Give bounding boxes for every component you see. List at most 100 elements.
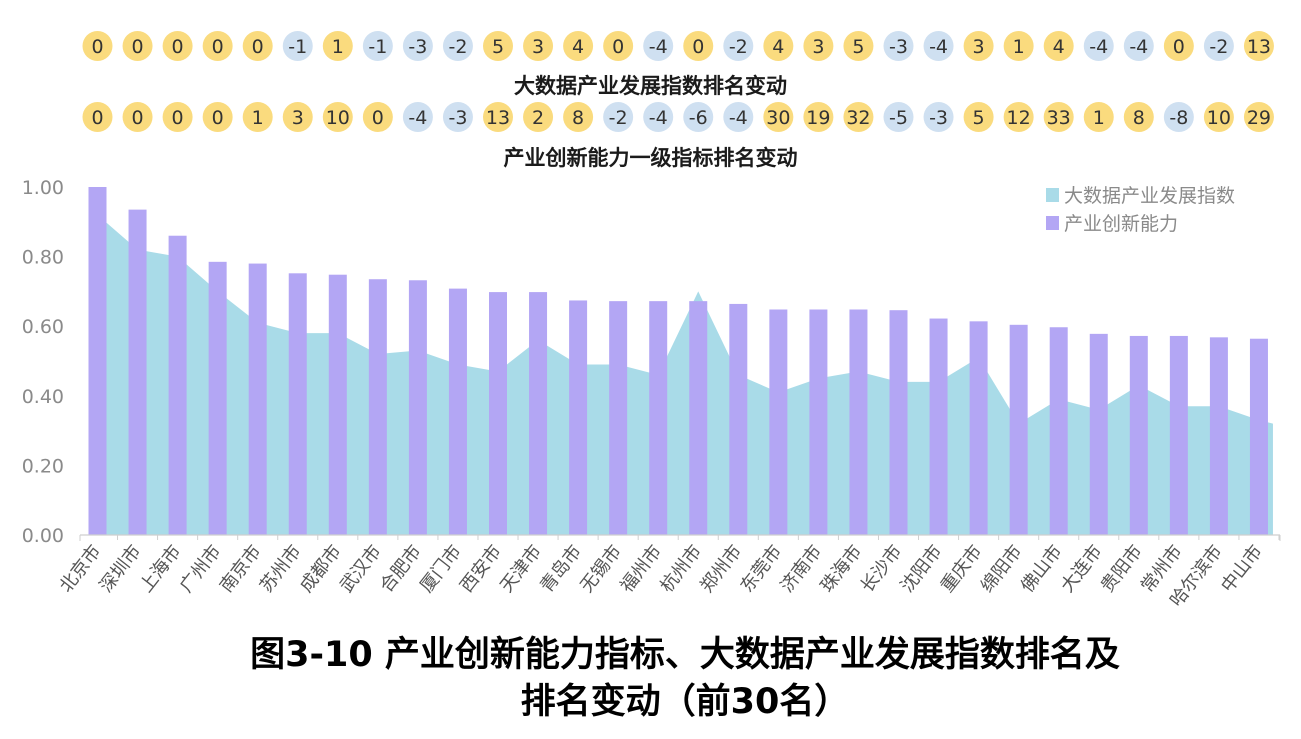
- bar-23: [969, 321, 988, 535]
- bar-20: [849, 309, 868, 535]
- rank-change-badge: [362, 102, 393, 132]
- rank-change-badge: [82, 31, 113, 61]
- bar-8: [368, 279, 387, 535]
- rank-change-badge: [603, 102, 634, 132]
- x-category-label: 珠海市: [817, 541, 867, 596]
- rank-change-value: 0: [252, 36, 264, 58]
- rank-change-value: 4: [772, 36, 784, 58]
- rank-change-badge: [1163, 102, 1194, 132]
- bar-11: [489, 292, 507, 535]
- y-tick-label: 0.80: [22, 247, 64, 269]
- rank-change-row-1-title: 大数据产业发展指数排名变动: [514, 74, 787, 98]
- bar-9: [408, 280, 427, 535]
- x-category-label: 沈阳市: [897, 541, 947, 596]
- x-category-label: 无锡市: [576, 541, 626, 596]
- rank-change-badge: [1163, 31, 1194, 61]
- rank-change-value: 0: [132, 36, 144, 58]
- rank-change-badge: [1243, 102, 1274, 132]
- rank-change-value: 3: [973, 36, 985, 58]
- rank-change-value: 1: [332, 36, 344, 58]
- rank-change-badge: [563, 31, 594, 61]
- rank-change-value: -4: [1089, 36, 1108, 58]
- rank-change-badge: [803, 102, 834, 132]
- rank-change-value: 5: [492, 36, 504, 58]
- bar-17: [729, 303, 748, 535]
- rank-change-badge: [322, 31, 353, 61]
- rank-change-value: 8: [1133, 107, 1145, 129]
- rank-change-badge: [923, 31, 954, 61]
- rank-change-badge: [1203, 102, 1234, 132]
- bar-3: [168, 235, 187, 535]
- bar-4: [208, 261, 227, 535]
- x-category-label: 福州市: [616, 541, 666, 596]
- rank-change-value: 4: [1053, 36, 1065, 58]
- rank-change-value: -6: [689, 107, 708, 129]
- rank-change-badge: [883, 31, 914, 61]
- rank-change-badge: [282, 102, 313, 132]
- rank-change-badge: [563, 102, 594, 132]
- x-category-label: 贵阳市: [1097, 541, 1147, 596]
- x-category-label: 长沙市: [857, 541, 907, 596]
- rank-change-badge: [1203, 31, 1234, 61]
- bar-6: [288, 273, 307, 535]
- x-category-label: 西安市: [456, 541, 506, 596]
- rank-change-value: 19: [806, 107, 830, 129]
- rank-change-value: 1: [252, 107, 264, 129]
- rank-change-value: -4: [729, 107, 748, 129]
- rank-change-badge: [483, 31, 513, 61]
- bar-2: [128, 209, 147, 535]
- rank-change-value: -3: [448, 107, 467, 129]
- rank-change-badge: [122, 102, 153, 132]
- rank-change-value: 10: [1207, 107, 1231, 129]
- rank-change-badge: [1123, 31, 1154, 61]
- rank-change-value: -4: [929, 36, 948, 58]
- bar-13: [569, 300, 588, 535]
- bar-30: [1249, 338, 1268, 535]
- y-tick-label: 0.40: [22, 386, 64, 408]
- rank-change-badge: [923, 102, 954, 132]
- rank-change-badge: [1123, 102, 1154, 132]
- rank-change-badge: [603, 31, 634, 61]
- x-category-label: 中山市: [1217, 541, 1267, 596]
- rank-change-badge: [442, 102, 473, 132]
- x-category-label: 北京市: [56, 541, 106, 596]
- rank-change-badge: [723, 102, 754, 132]
- rank-change-badge: [202, 102, 233, 132]
- rank-change-badge: [1083, 31, 1114, 61]
- legend-swatch-1: [1046, 188, 1059, 202]
- rank-change-badge: [883, 102, 914, 132]
- rank-change-value: 0: [1173, 36, 1185, 58]
- bar-7: [328, 274, 347, 535]
- rank-change-badge: [1043, 102, 1074, 132]
- legend-swatch-2: [1046, 216, 1059, 230]
- rank-change-badge: [643, 102, 674, 132]
- rank-change-value: 5: [852, 36, 864, 58]
- x-category-label: 深圳市: [96, 541, 146, 596]
- rank-change-value: 0: [692, 36, 704, 58]
- bar-27: [1129, 335, 1148, 535]
- rank-change-badge: [763, 31, 794, 61]
- rank-change-value: 0: [172, 107, 184, 129]
- x-category-label: 武汉市: [336, 541, 386, 596]
- legend-label-2: 产业创新能力: [1064, 213, 1178, 235]
- rank-change-value: -2: [448, 36, 467, 58]
- rank-change-badge: [162, 31, 193, 61]
- rank-change-value: -1: [368, 36, 387, 58]
- rank-change-value: 3: [532, 36, 544, 58]
- bar-28: [1169, 335, 1188, 535]
- rank-change-value: 0: [212, 36, 224, 58]
- rank-change-value: -4: [649, 36, 668, 58]
- rank-change-value: 0: [91, 36, 103, 58]
- bar-5: [248, 263, 267, 535]
- rank-change-value: -5: [889, 107, 908, 129]
- rank-change-badge: [1003, 31, 1034, 61]
- rank-change-badge: [402, 31, 433, 61]
- x-category-label: 重庆市: [937, 541, 987, 596]
- rank-change-badge: [483, 102, 513, 132]
- rank-change-badge: [643, 31, 674, 61]
- rank-change-value: 13: [486, 107, 510, 129]
- rank-change-badge: [1083, 102, 1114, 132]
- rank-change-row-2-title: 产业创新能力一级指标排名变动: [503, 146, 798, 170]
- rank-change-value: -3: [408, 36, 427, 58]
- rank-change-badge: [683, 102, 714, 132]
